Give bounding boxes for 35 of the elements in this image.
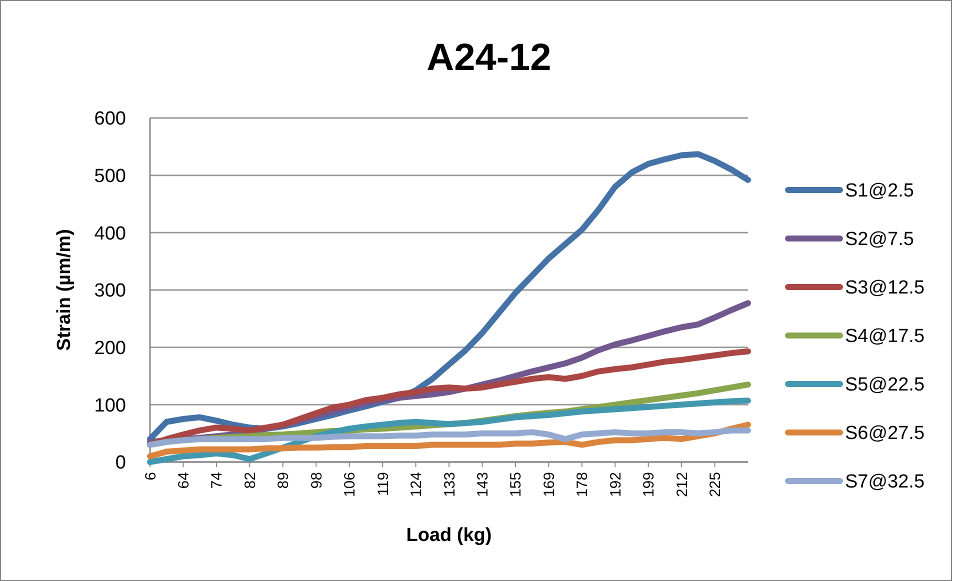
x-tick-label: 192 — [607, 472, 624, 498]
x-tick-label: 199 — [640, 472, 658, 498]
y-tick-label: 500 — [94, 166, 126, 187]
y-tick-label: 0 — [115, 452, 126, 474]
y-tick-label: 200 — [94, 338, 126, 359]
x-tick-label: 89 — [275, 472, 292, 489]
legend-label: S1@2.5 — [845, 180, 914, 202]
legend-label: S2@7.5 — [845, 229, 914, 250]
y-axis-title: Strain (µm/m) — [54, 229, 75, 351]
x-tick-label: 82 — [242, 472, 259, 489]
x-tick-label: 155 — [508, 472, 525, 498]
x-tick-label: 225 — [707, 472, 724, 498]
legend-label: S4@17.5 — [845, 326, 925, 348]
x-tick-label: 6 — [142, 472, 160, 480]
y-tick-label: 600 — [94, 108, 126, 130]
x-tick-label: 98 — [308, 472, 326, 489]
legend-label: S7@32.5 — [845, 472, 925, 493]
x-axis-title: Load (kg) — [406, 525, 492, 546]
x-tick-label: 124 — [408, 472, 426, 498]
x-tick-label: 74 — [208, 472, 226, 489]
x-tick-label: 106 — [342, 472, 359, 498]
x-tick-label: 133 — [441, 472, 458, 498]
x-tick-label: 143 — [474, 472, 492, 498]
x-tick-label: 64 — [175, 472, 192, 489]
x-tick-label: 212 — [674, 472, 691, 498]
y-tick-label: 400 — [94, 223, 126, 244]
y-tick-label: 300 — [94, 280, 126, 302]
x-tick-label: 119 — [374, 472, 392, 496]
x-tick-label: 169 — [540, 472, 558, 498]
legend-label: S3@12.5 — [845, 278, 925, 299]
legend-label: S5@22.5 — [845, 374, 925, 396]
x-tick-label: 178 — [574, 472, 592, 498]
y-tick-label: 100 — [94, 395, 126, 416]
chart-title: A24-12 — [426, 37, 552, 79]
legend-label: S6@27.5 — [845, 423, 925, 444]
